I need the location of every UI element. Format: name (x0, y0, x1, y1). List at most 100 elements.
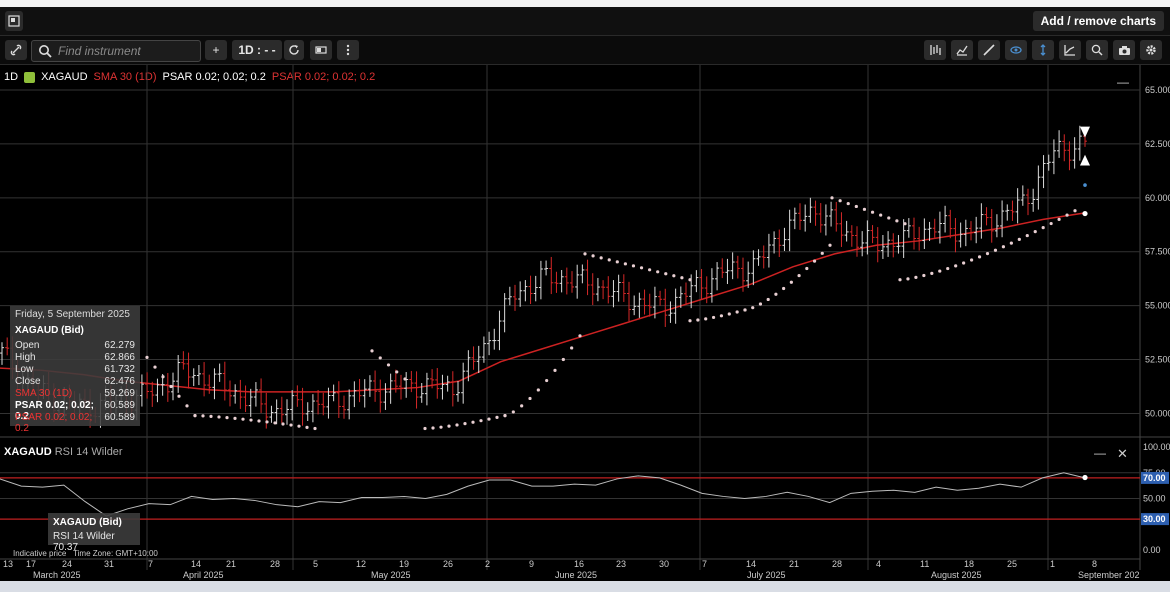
psar-dot (895, 219, 899, 223)
chart-type-icon (315, 46, 327, 54)
indicative-price-label: Indicative price (13, 549, 67, 558)
camera-icon (1118, 45, 1130, 55)
month-label: March 2025 (33, 570, 81, 580)
psar-label-2[interactable]: PSAR 0.02; 0.02; 0.2 (271, 71, 376, 83)
instrument-search[interactable] (31, 40, 201, 62)
psar-dot (583, 252, 587, 256)
psar-dot (1025, 233, 1029, 238)
search-icon (39, 45, 52, 58)
instrument-name[interactable]: XAGAUD (41, 71, 88, 83)
psar-dot (751, 306, 755, 310)
sma-label[interactable]: SMA 30 (1D) (93, 71, 157, 83)
price-axis-label: 65.000 (1145, 85, 1170, 95)
rsi-close-icon[interactable]: ✕ (1117, 446, 1128, 461)
high-marker-icon (1080, 126, 1090, 138)
psar-dot (743, 308, 747, 312)
date-tick-label: 14 (746, 559, 756, 569)
psar-dot (591, 254, 595, 258)
axis-labels: 65.00062.50060.00057.50055.00052.50050.0… (0, 85, 1170, 580)
psar-dot (672, 274, 676, 278)
tooltip-label: PSAR 0.02; 0.02; 0.2 (15, 400, 94, 422)
cursor-icon (1040, 44, 1046, 56)
psar-dot (233, 416, 237, 420)
psar-dot (249, 418, 253, 422)
rsi-tooltip-value: RSI 14 Wilder 70.37 (53, 531, 115, 553)
rsi-level-badge (1141, 513, 1169, 526)
refresh-button[interactable] (284, 40, 304, 60)
os-taskbar (0, 581, 1170, 592)
psar-dot (1065, 213, 1069, 217)
trendline-tool-button[interactable] (978, 40, 1000, 60)
price-axis-label: 55.000 (1145, 301, 1170, 311)
search-input[interactable] (56, 43, 198, 59)
date-tick-label: 21 (789, 559, 799, 569)
link-icon (10, 44, 22, 56)
chart-header: 1D XAGAUD SMA 30 (1D) PSAR 0.02; 0.02; 0… (4, 71, 381, 83)
tooltip-value: 62.866 (104, 352, 135, 363)
layout-icon[interactable] (5, 11, 23, 31)
psar-dot (711, 315, 716, 320)
psar-dot (193, 413, 197, 418)
psar-label[interactable]: PSAR 0.02; 0.02; 0.2 (162, 71, 266, 83)
tooltip-row-psar: PSAR 0.02; 0.02; 0.2 60.589 (15, 400, 135, 422)
chart-type-button[interactable] (310, 40, 332, 60)
top-toolbar: Add / remove charts (0, 7, 1170, 36)
psar-dots (145, 126, 1090, 431)
cursor-tool-button[interactable] (1032, 40, 1054, 60)
psar-dot (680, 276, 684, 280)
psar-dot (696, 318, 700, 322)
more-options-button[interactable] (337, 40, 359, 60)
date-tick-label: 13 (3, 559, 13, 569)
psar-dot (906, 277, 910, 281)
ohlc-icon (930, 45, 941, 55)
indicator-tool-button[interactable] (951, 40, 973, 60)
psar-dot (766, 297, 770, 302)
tooltip-value: 62.476 (104, 376, 135, 387)
add-instrument-button[interactable]: + (205, 40, 227, 60)
psar-dot (423, 426, 427, 431)
interval-button[interactable]: 1D : - - (232, 40, 282, 60)
add-remove-charts-button[interactable]: Add / remove charts (1032, 11, 1164, 31)
psar-dot (898, 278, 902, 282)
link-button[interactable] (5, 40, 27, 60)
psar-dot (719, 314, 724, 318)
psar-dot (257, 419, 261, 423)
date-tick-label: 12 (356, 559, 366, 569)
psar-dot (946, 266, 950, 271)
psar-dot (862, 207, 867, 211)
date-tick-label: 26 (443, 559, 453, 569)
psar-dot (930, 271, 934, 276)
main-minimize-icon[interactable]: — (1117, 75, 1129, 89)
psar-dot (193, 413, 197, 418)
psar-dot (1057, 217, 1061, 221)
rsi-minimize-icon[interactable]: — (1094, 446, 1106, 460)
ohlc-tool-button[interactable] (924, 40, 946, 60)
tooltip-value: 61.732 (104, 364, 135, 375)
zoom-button[interactable] (1086, 40, 1108, 60)
psar-dot (578, 334, 582, 338)
browser-strip (0, 0, 1170, 7)
psar-dot (820, 251, 824, 255)
chart-grid (0, 65, 1170, 570)
drawing-tool-button[interactable] (1059, 40, 1081, 60)
rsi-indicator-label[interactable]: RSI 14 Wilder (54, 446, 123, 458)
psar-dot (185, 404, 189, 408)
psar-dot (169, 384, 173, 389)
rsi-level-label: 70.00 (1143, 473, 1166, 483)
price-bars (0, 125, 1087, 429)
psar-dot (615, 260, 619, 264)
zoom-icon (1091, 44, 1103, 56)
psar-dot (639, 266, 644, 270)
psar-dot (985, 252, 990, 256)
chart-toolbar: + 1D : - - (0, 36, 1170, 65)
rsi-instrument[interactable]: XAGAUD (4, 446, 52, 458)
psar-dot (520, 404, 524, 408)
settings-button[interactable] (1140, 40, 1162, 60)
psar-dot (704, 317, 708, 321)
ohlc-tooltip: Friday, 5 September 2025 XAGAUD (Bid) Op… (10, 306, 140, 434)
snapshot-button[interactable] (1113, 40, 1135, 60)
tooltip-label: SMA 30 (1D) (15, 388, 73, 399)
crosshair-tool-button[interactable] (1005, 40, 1027, 60)
tooltip-row-sma: SMA 30 (1D) 59.269 (15, 388, 135, 400)
